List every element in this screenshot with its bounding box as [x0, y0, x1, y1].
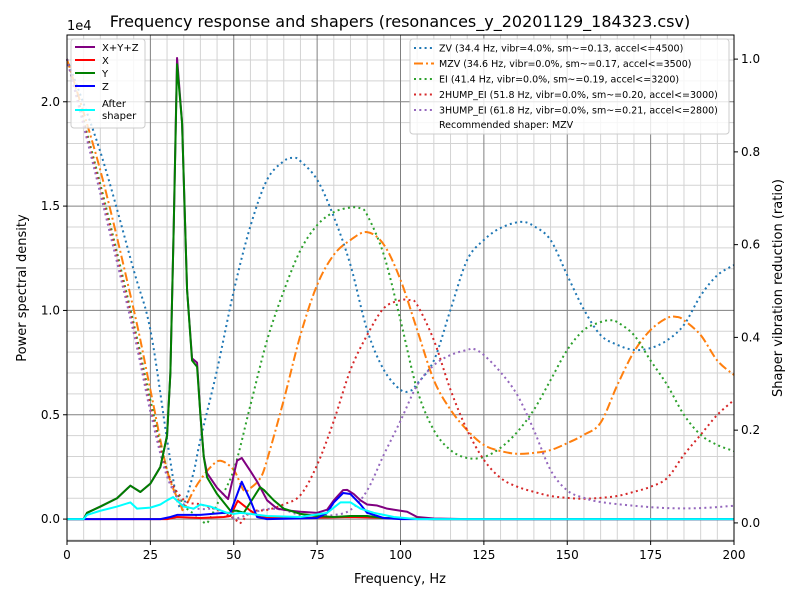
chart-title: Frequency response and shapers (resonanc…: [110, 12, 690, 32]
x-tick-label: 50: [226, 548, 241, 562]
x-tick-label: 25: [143, 548, 158, 562]
psd-curves: [67, 56, 734, 521]
shaper-curves: [66, 58, 735, 525]
legend-label: 3HUMP_EI (61.8 Hz, vibr=0.0%, sm~=0.21, …: [439, 106, 718, 117]
psd-curve-4: [67, 496, 734, 521]
y-tick-label: 2.0: [41, 95, 60, 109]
legend-label: X+Y+Z: [102, 43, 139, 54]
x-tick-label: 75: [309, 548, 324, 562]
y-right-tick-label: 1.0: [741, 52, 760, 66]
axes: 0 25 50 75 100 125 150 175 200 0.0 0.5 1.0 1.5 2.0 0.0…: [41, 52, 760, 562]
x-axis-label: Frequency, Hz: [354, 572, 446, 587]
y-tick-label: 1.0: [41, 303, 60, 317]
shaper-curve-mzv: [66, 58, 735, 512]
legend-label: 2HUMP_EI (51.8 Hz, vibr=0.0%, sm~=0.20, …: [439, 90, 718, 101]
legend-label: EI (41.4 Hz, vibr=0.0%, sm~=0.19, accel<…: [439, 75, 679, 86]
y-right-tick-label: 0.6: [741, 238, 760, 252]
y-offset-text: 1e4: [67, 19, 92, 34]
x-tick-label: 100: [389, 548, 412, 562]
shaper-curve-ei: [66, 58, 735, 525]
legend-label-line: After: [102, 99, 127, 110]
y-right-tick-label: 0.0: [741, 516, 760, 530]
psd-legend: X+Y+Z XYZ After shaper: [70, 38, 146, 129]
y-tick-label: 0.5: [41, 408, 60, 422]
y-right-tick-label: 0.4: [741, 330, 760, 344]
legend-label: After shaper: [102, 99, 137, 122]
shaper-legend-box: [409, 38, 730, 135]
legend-label: Y: [101, 69, 109, 80]
legend-label: Z: [102, 82, 109, 93]
shaper-legend: ZV (34.4 Hz, vibr=4.0%, sm~=0.13, accel<…: [409, 38, 730, 135]
x-tick-label: 0: [63, 548, 71, 562]
x-tick-label: 175: [639, 548, 662, 562]
recommended-shaper-text: Recommended shaper: MZV: [439, 120, 574, 131]
legend-label-line: shaper: [102, 111, 137, 122]
legend-label: ZV (34.4 Hz, vibr=4.0%, sm~=0.13, accel<…: [439, 44, 683, 55]
y-axis-right-label: Shaper vibration reduction (ratio): [771, 179, 786, 397]
legend-label: X: [102, 56, 109, 67]
y-axis-label: Power spectral density: [15, 214, 30, 362]
y-right-tick-label: 0.2: [741, 423, 760, 437]
psd-curve-2: [67, 63, 734, 521]
shaper-curve-zv: [66, 58, 735, 509]
x-tick-label: 150: [556, 548, 579, 562]
y-right-tick-label: 0.8: [741, 145, 760, 159]
y-tick-label: 1.5: [41, 199, 60, 213]
x-tick-label: 200: [723, 548, 746, 562]
x-tick-label: 125: [472, 548, 495, 562]
y-tick-label: 0.0: [41, 512, 60, 526]
psd-legend-box: [70, 38, 146, 129]
shaper-curve-3hump_ei: [66, 58, 735, 520]
legend-label: MZV (34.6 Hz, vibr=0.0%, sm~=0.17, accel…: [439, 59, 691, 70]
